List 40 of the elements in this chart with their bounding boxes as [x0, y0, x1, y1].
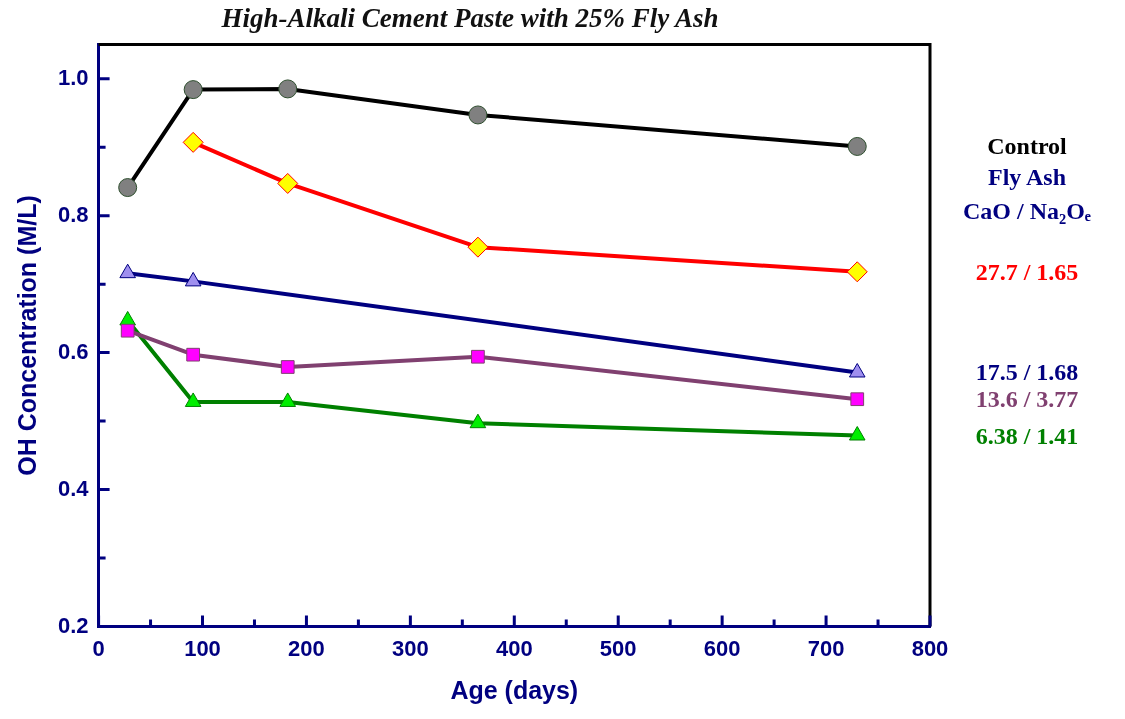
chart-title: High-Alkali Cement Paste with 25% Fly Ash: [220, 3, 719, 34]
x-tick-label: 500: [599, 635, 637, 661]
y-axis-title: OH Concentration (M/L): [12, 195, 41, 476]
x-tick-label: 300: [392, 635, 429, 661]
x-tick-label: 0: [92, 635, 105, 661]
point: [471, 349, 485, 364]
point: [469, 413, 487, 429]
text: 17.5 / 1.68: [975, 358, 1079, 386]
text: Control: [987, 132, 1067, 160]
point: [186, 347, 201, 362]
point: [119, 263, 136, 279]
text: 27.7 / 1.65: [975, 258, 1079, 286]
point: [848, 426, 866, 441]
y-tick-label: 0.2: [57, 612, 89, 638]
point: [184, 271, 202, 287]
x-tick-label: 400: [495, 635, 533, 661]
y-tick-label: 0.8: [57, 201, 89, 227]
text: 13.6 / 3.77: [975, 385, 1079, 413]
y-tick-label: 1.0: [57, 64, 89, 90]
x-tick-label: 100: [184, 635, 221, 661]
y-tick-label: 0.6: [57, 338, 89, 364]
point: [184, 392, 202, 407]
point: [182, 131, 204, 153]
y-tick-label: 0.4: [57, 475, 90, 501]
point: [467, 236, 489, 258]
point: [846, 261, 868, 283]
point: [850, 392, 865, 407]
point: [848, 362, 866, 378]
x-tick-label: 800: [911, 635, 949, 661]
x-tick-label: 600: [703, 635, 741, 661]
legend-title: Fly Ash CaO / Na₂Oₑ: [962, 163, 1092, 227]
point: [279, 392, 297, 407]
x-axis-title: Age (days): [450, 675, 579, 704]
point: [280, 360, 295, 374]
point: [277, 172, 299, 194]
x-tick-label: 700: [807, 635, 845, 661]
point: [120, 323, 135, 338]
point: [119, 310, 136, 326]
x-tick-label: 200: [288, 635, 325, 661]
text: 6.38 / 1.41: [975, 422, 1079, 449]
